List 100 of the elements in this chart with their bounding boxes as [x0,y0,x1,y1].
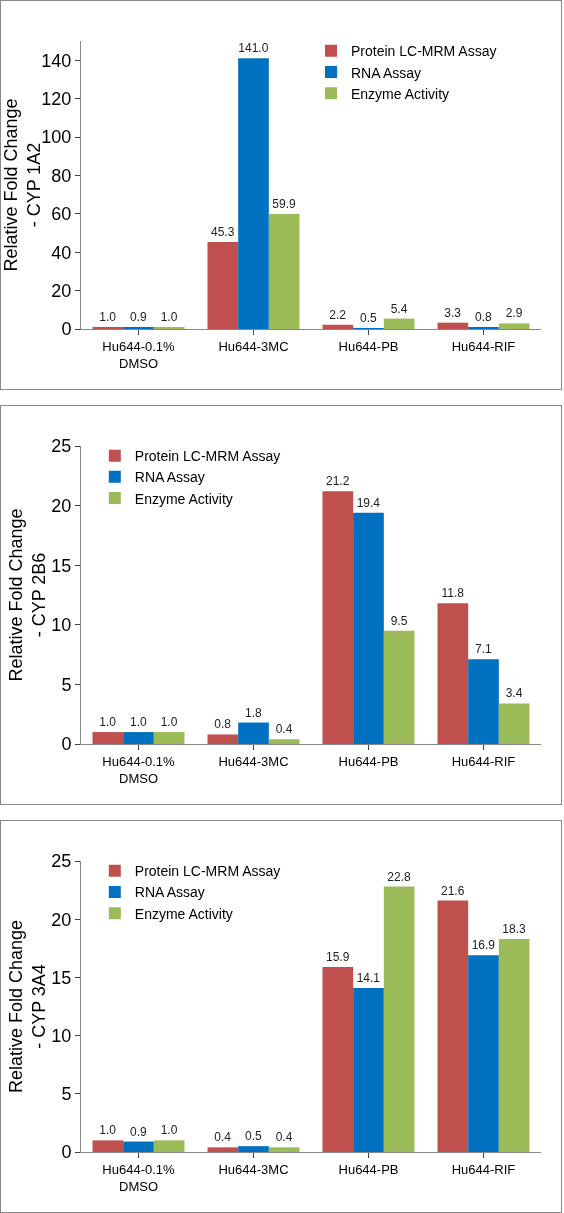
data-label: 3.3 [444,305,462,320]
data-label: 0.4 [275,1130,293,1145]
x-tick-label: Hu644-RIF [451,1161,516,1177]
bar [268,1147,300,1152]
legend-label: RNA Assay [134,469,205,486]
y-tick-label: 0 [61,1142,72,1163]
x-tick-label: Hu644-0.1% DMSO [102,753,176,786]
y-tick-label: 40 [51,242,72,263]
data-label: 0.8 [214,717,232,732]
y-axis-title: Relative Fold Change - CYP 2B6 [5,508,50,682]
data-label: 1.0 [99,1123,117,1138]
y-tick-label: 60 [51,204,72,225]
data-label: 1.0 [99,310,117,324]
data-label: 7.1 [475,642,492,657]
bar [383,630,415,744]
y-tick-label: 10 [51,615,72,636]
data-label: 18.3 [502,921,527,936]
bar [153,1140,185,1152]
data-label: 15.9 [325,949,350,964]
legend-label: Protein LC-MRM Assay [134,863,281,880]
x-tick-label: Hu644-RIF [451,753,516,769]
y-tick-label: 0 [61,319,72,340]
x-tick-label: Hu644-3MC [218,338,289,354]
data-label: 21.2 [325,474,350,489]
data-label: 1.0 [160,310,178,324]
data-label: 1.0 [99,715,117,730]
data-label: 59.9 [272,196,297,211]
y-tick-label: 25 [51,436,72,457]
bar [238,722,269,744]
x-tick-label: Hu644-RIF [451,338,516,354]
x-tick-label: Hu644-PB [338,338,399,354]
bar [437,603,469,744]
bar [353,987,384,1152]
y-tick-label: 5 [61,1084,72,1105]
bar [498,703,530,744]
y-tick-label: 120 [41,88,72,109]
bar [92,1140,124,1152]
data-label: 0.9 [130,1124,147,1139]
bar [238,1146,269,1152]
bar [268,213,300,329]
bar [207,242,239,329]
x-tick-label: Hu644-3MC [218,753,289,769]
bar [238,58,269,329]
bar [123,732,154,744]
x-tick-label: Hu644-PB [338,753,399,769]
bar [437,322,469,329]
data-label: 141.0 [238,41,269,56]
bar [207,734,239,744]
bar [383,886,415,1152]
bar [322,491,354,744]
bar [123,1141,154,1152]
x-tick-label: Hu644-0.1% DMSO [102,1161,176,1194]
bar [322,966,354,1152]
data-label: 45.3 [210,225,235,240]
data-label: 0.5 [245,1129,262,1144]
y-tick-label: 15 [51,967,72,988]
data-label: 0.4 [214,1130,232,1145]
data-label: 0.5 [360,311,377,325]
y-tick-label: 140 [41,50,72,71]
data-label: 1.0 [160,715,178,730]
bar [353,512,384,744]
bar [322,324,354,329]
data-label: 21.6 [440,883,465,898]
data-label: 2.9 [505,306,523,321]
bar [468,659,499,744]
data-label: 11.8 [441,586,465,601]
legend-label: Enzyme Activity [351,85,450,102]
bar [383,318,415,329]
data-label: 9.5 [390,613,408,628]
x-tick-label: Hu644-PB [338,1161,399,1177]
bar [92,732,124,744]
data-label: 0.4 [275,722,293,737]
x-tick-label: Hu644-0.1% DMSO [102,338,176,371]
data-label: 0.9 [130,310,147,324]
data-label: 16.9 [471,938,496,953]
legend-label: Protein LC-MRM Assay [134,448,281,465]
bar [498,938,530,1152]
legend-label: Enzyme Activity [134,905,233,922]
y-tick-label: 25 [51,851,72,872]
y-tick-label: 5 [61,674,72,695]
data-label: 14.1 [356,970,381,985]
data-label: 2.2 [329,307,347,322]
y-tick-label: 20 [51,280,72,301]
y-tick-label: 15 [51,555,72,576]
y-tick-label: 0 [61,734,72,755]
data-label: 1.0 [160,1123,178,1138]
y-tick-label: 20 [51,495,72,516]
legend-label: RNA Assay [351,64,422,81]
bar [437,900,469,1152]
data-label: 0.8 [475,310,492,324]
legend-label: Protein LC-MRM Assay [351,43,497,60]
y-axis-title: Relative Fold Change - CYP 3A4 [5,919,50,1094]
data-label: 19.4 [356,495,381,510]
bar [153,732,185,744]
bar [468,955,499,1152]
legend-label: RNA Assay [134,884,205,901]
y-tick-label: 10 [51,1025,72,1046]
data-label: 22.8 [387,869,412,884]
y-tick-label: 80 [51,165,72,186]
y-tick-label: 20 [51,909,72,930]
